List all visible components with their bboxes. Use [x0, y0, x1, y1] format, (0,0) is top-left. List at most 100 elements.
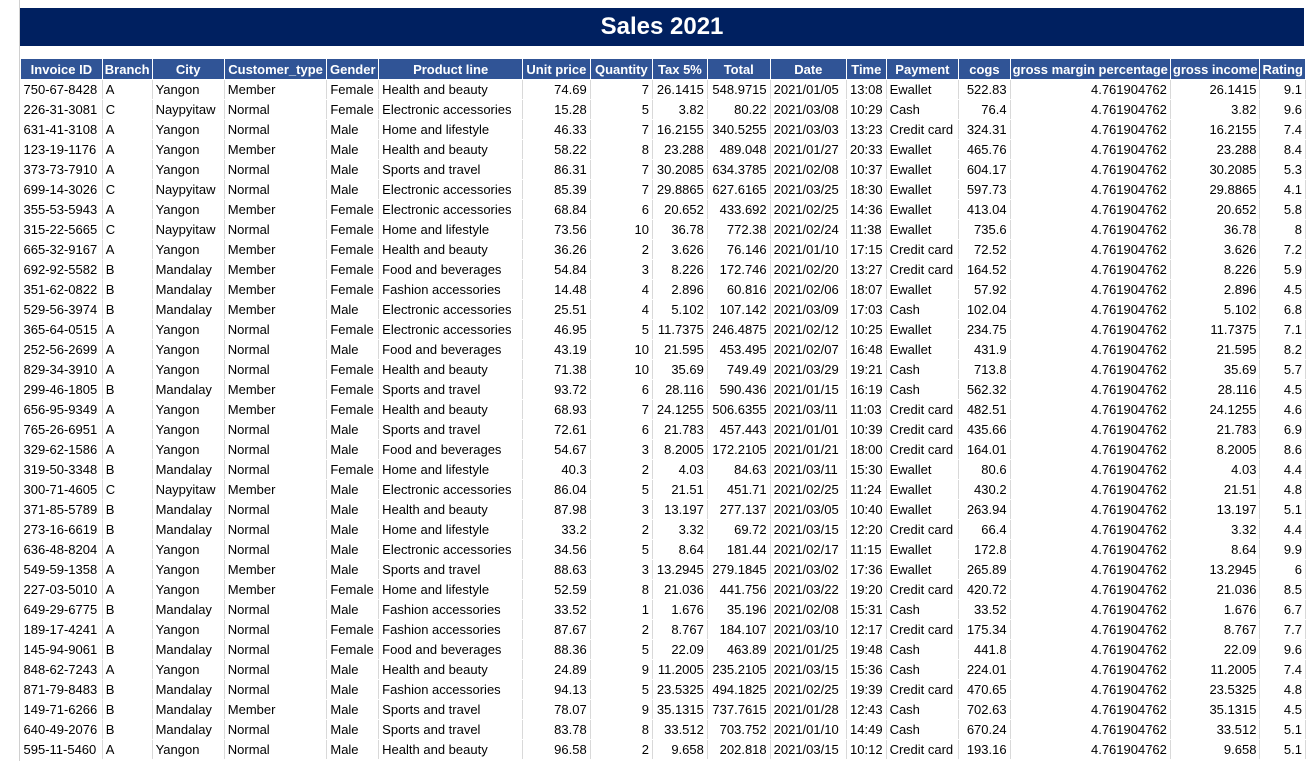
cell-city[interactable]: Naypyitaw [152, 179, 225, 200]
cell-cogs[interactable]: 265.89 [958, 559, 1011, 580]
cell-invoice-id[interactable]: 871-79-8483 [20, 679, 103, 700]
cell-rating[interactable]: 4.4 [1259, 459, 1306, 480]
cell-tax-5[interactable]: 35.1315 [652, 699, 708, 720]
cell-gross-income[interactable]: 13.2945 [1170, 559, 1261, 580]
cell-date[interactable]: 2021/01/21 [770, 439, 848, 460]
cell-tax-5[interactable]: 23.288 [652, 139, 708, 160]
cell-product-line[interactable]: Electronic accessories [378, 299, 524, 320]
cell-payment[interactable]: Credit card [886, 619, 960, 640]
cell-gross-income[interactable]: 22.09 [1170, 639, 1261, 660]
cell-quantity[interactable]: 6 [590, 199, 654, 220]
cell-time[interactable]: 15:30 [846, 459, 887, 480]
cell-cogs[interactable]: 263.94 [958, 499, 1011, 520]
cell-product-line[interactable]: Health and beauty [378, 499, 524, 520]
cell-total[interactable]: 107.142 [707, 299, 771, 320]
cell-product-line[interactable]: Electronic accessories [378, 99, 524, 120]
cell-gender[interactable]: Female [326, 279, 380, 300]
cell-rating[interactable]: 5.1 [1259, 499, 1306, 520]
cell-rating[interactable]: 6 [1259, 559, 1306, 580]
cell-gross-margin-percentage[interactable]: 4.761904762 [1010, 739, 1171, 760]
cell-invoice-id[interactable]: 319-50-3348 [20, 459, 103, 480]
cell-gross-margin-percentage[interactable]: 4.761904762 [1010, 699, 1171, 720]
cell-customer-type[interactable]: Member [224, 239, 328, 260]
cell-time[interactable]: 12:20 [846, 519, 887, 540]
cell-gross-income[interactable]: 36.78 [1170, 219, 1261, 240]
cell-cogs[interactable]: 193.16 [958, 739, 1011, 760]
cell-city[interactable]: Yangon [152, 539, 225, 560]
cell-branch[interactable]: B [102, 259, 153, 280]
cell-tax-5[interactable]: 11.2005 [652, 659, 708, 680]
cell-payment[interactable]: Ewallet [886, 479, 960, 500]
cell-unit-price[interactable]: 73.56 [522, 219, 591, 240]
column-header-invoice-id[interactable]: Invoice ID [20, 58, 103, 80]
cell-time[interactable]: 19:39 [846, 679, 887, 700]
cell-gross-income[interactable]: 23.5325 [1170, 679, 1261, 700]
cell-city[interactable]: Yangon [152, 619, 225, 640]
cell-gross-margin-percentage[interactable]: 4.761904762 [1010, 579, 1171, 600]
cell-invoice-id[interactable]: 145-94-9061 [20, 639, 103, 660]
cell-cogs[interactable]: 66.4 [958, 519, 1011, 540]
cell-time[interactable]: 12:43 [846, 699, 887, 720]
cell-gender[interactable]: Female [326, 99, 380, 120]
cell-gender[interactable]: Female [326, 319, 380, 340]
cell-product-line[interactable]: Home and lifestyle [378, 519, 524, 540]
cell-cogs[interactable]: 164.01 [958, 439, 1011, 460]
cell-cogs[interactable]: 234.75 [958, 319, 1011, 340]
cell-cogs[interactable]: 413.04 [958, 199, 1011, 220]
cell-quantity[interactable]: 5 [590, 99, 654, 120]
cell-total[interactable]: 277.137 [707, 499, 771, 520]
cell-gross-income[interactable]: 2.896 [1170, 279, 1261, 300]
cell-invoice-id[interactable]: 829-34-3910 [20, 359, 103, 380]
cell-total[interactable]: 737.7615 [707, 699, 771, 720]
cell-rating[interactable]: 7.4 [1259, 659, 1306, 680]
cell-quantity[interactable]: 7 [590, 399, 654, 420]
cell-date[interactable]: 2021/02/08 [770, 599, 848, 620]
cell-city[interactable]: Yangon [152, 199, 225, 220]
cell-gross-income[interactable]: 16.2155 [1170, 119, 1261, 140]
cell-unit-price[interactable]: 96.58 [522, 739, 591, 760]
cell-time[interactable]: 10:12 [846, 739, 887, 760]
cell-rating[interactable]: 8.2 [1259, 339, 1306, 360]
cell-date[interactable]: 2021/02/25 [770, 199, 848, 220]
cell-quantity[interactable]: 4 [590, 299, 654, 320]
cell-cogs[interactable]: 465.76 [958, 139, 1011, 160]
cell-time[interactable]: 14:36 [846, 199, 887, 220]
cell-branch[interactable]: A [102, 239, 153, 260]
cell-cogs[interactable]: 470.65 [958, 679, 1011, 700]
cell-gross-margin-percentage[interactable]: 4.761904762 [1010, 519, 1171, 540]
cell-total[interactable]: 441.756 [707, 579, 771, 600]
cell-rating[interactable]: 4.1 [1259, 179, 1306, 200]
cell-date[interactable]: 2021/02/06 [770, 279, 848, 300]
cell-invoice-id[interactable]: 699-14-3026 [20, 179, 103, 200]
cell-gross-income[interactable]: 23.288 [1170, 139, 1261, 160]
cell-unit-price[interactable]: 33.52 [522, 599, 591, 620]
cell-time[interactable]: 15:31 [846, 599, 887, 620]
cell-customer-type[interactable]: Member [224, 479, 328, 500]
cell-customer-type[interactable]: Member [224, 379, 328, 400]
cell-date[interactable]: 2021/03/08 [770, 99, 848, 120]
cell-gross-income[interactable]: 30.2085 [1170, 159, 1261, 180]
cell-cogs[interactable]: 597.73 [958, 179, 1011, 200]
cell-quantity[interactable]: 5 [590, 479, 654, 500]
cell-unit-price[interactable]: 93.72 [522, 379, 591, 400]
cell-customer-type[interactable]: Normal [224, 739, 328, 760]
cell-gross-income[interactable]: 35.1315 [1170, 699, 1261, 720]
cell-gender[interactable]: Female [326, 619, 380, 640]
cell-date[interactable]: 2021/03/11 [770, 399, 848, 420]
cell-gross-income[interactable]: 29.8865 [1170, 179, 1261, 200]
cell-product-line[interactable]: Home and lifestyle [378, 119, 524, 140]
cell-city[interactable]: Yangon [152, 119, 225, 140]
cell-cogs[interactable]: 175.34 [958, 619, 1011, 640]
cell-total[interactable]: 634.3785 [707, 159, 771, 180]
cell-customer-type[interactable]: Normal [224, 659, 328, 680]
cell-tax-5[interactable]: 11.7375 [652, 319, 708, 340]
cell-branch[interactable]: C [102, 479, 153, 500]
cell-tax-5[interactable]: 30.2085 [652, 159, 708, 180]
cell-tax-5[interactable]: 21.783 [652, 419, 708, 440]
cell-gross-margin-percentage[interactable]: 4.761904762 [1010, 259, 1171, 280]
cell-branch[interactable]: C [102, 179, 153, 200]
cell-total[interactable]: 76.146 [707, 239, 771, 260]
cell-invoice-id[interactable]: 692-92-5582 [20, 259, 103, 280]
cell-total[interactable]: 184.107 [707, 619, 771, 640]
cell-gross-income[interactable]: 24.1255 [1170, 399, 1261, 420]
